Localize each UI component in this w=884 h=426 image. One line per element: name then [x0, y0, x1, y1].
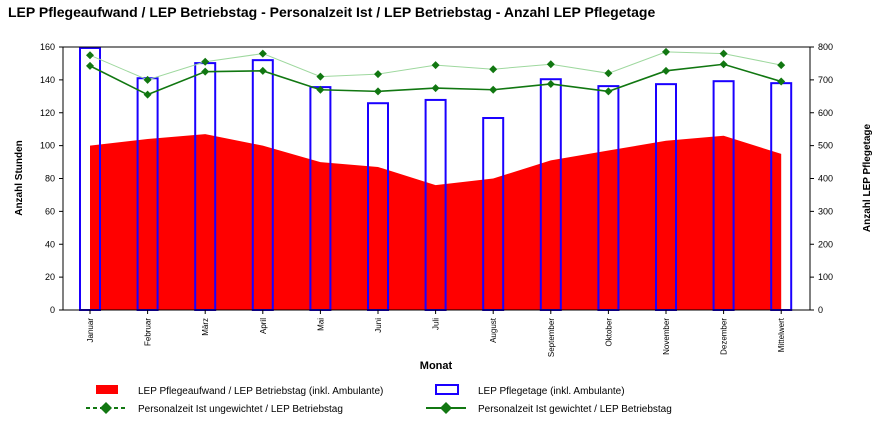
line-marker	[201, 67, 210, 76]
line-marker	[431, 61, 440, 70]
x-tick-label: Mittelwert	[777, 317, 786, 352]
line-marker	[431, 84, 440, 93]
line-marker	[662, 47, 670, 56]
area-series	[90, 134, 782, 310]
line-marker	[258, 49, 267, 58]
y2-tick-label: 300	[818, 206, 833, 216]
line-marker	[719, 49, 728, 58]
y-tick-label: 20	[45, 272, 55, 282]
line-marker	[777, 61, 786, 70]
y2-tick-label: 0	[818, 305, 823, 315]
y-tick-label: 80	[45, 174, 55, 184]
line-marker	[86, 51, 94, 60]
legend-label: Personalzeit Ist gewichtet / LEP Betrieb…	[478, 404, 672, 415]
y2-tick-label: 200	[818, 239, 833, 249]
line-marker	[777, 77, 786, 86]
y2-tick-label: 800	[818, 42, 833, 52]
y2-tick-label: 700	[818, 75, 833, 85]
x-tick-label: September	[547, 318, 556, 357]
line-marker	[662, 66, 670, 75]
legend-marker	[440, 402, 452, 414]
legend-swatch	[96, 385, 118, 394]
y2-tick-label: 600	[818, 108, 833, 118]
y-tick-label: 160	[40, 42, 55, 52]
y-tick-label: 120	[40, 108, 55, 118]
y2-tick-label: 500	[818, 141, 833, 151]
x-tick-label: Juli	[432, 318, 441, 330]
line-marker	[374, 70, 382, 79]
y-tick-label: 0	[50, 305, 55, 315]
line-marker	[86, 61, 94, 70]
line-marker	[143, 75, 152, 84]
x-tick-label: März	[201, 318, 210, 336]
line-marker	[316, 72, 325, 81]
line-marker	[489, 65, 498, 74]
legend-label: Personalzeit Ist ungewichtet / LEP Betri…	[138, 404, 343, 415]
x-tick-label: Oktober	[604, 318, 613, 347]
y-tick-label: 60	[45, 206, 55, 216]
line-marker	[316, 85, 325, 94]
x-tick-label: Dezember	[720, 318, 729, 355]
legend-label: LEP Pflegeaufwand / LEP Betriebstag (ink…	[138, 386, 383, 397]
line-marker	[143, 90, 152, 99]
x-tick-label: Januar	[86, 318, 95, 343]
y2-axis-label: Anzahl LEP Pflegetage	[862, 123, 873, 232]
y-tick-label: 40	[45, 239, 55, 249]
y-tick-label: 100	[40, 141, 55, 151]
x-tick-label: Mai	[316, 318, 325, 331]
line-marker	[546, 79, 555, 88]
line-marker	[604, 69, 613, 78]
chart-title: LEP Pflegeaufwand / LEP Betriebstag - Pe…	[8, 4, 656, 20]
line-marker	[489, 85, 498, 94]
x-tick-label: Juni	[374, 318, 383, 333]
x-tick-label: August	[489, 317, 498, 343]
y2-tick-label: 400	[818, 174, 833, 184]
line-marker	[258, 66, 267, 75]
x-tick-label: April	[259, 318, 268, 334]
legend-swatch	[435, 384, 459, 395]
line-marker	[546, 60, 555, 69]
line-marker	[604, 87, 613, 96]
x-tick-label: Februar	[144, 318, 153, 346]
y2-tick-label: 100	[818, 272, 833, 282]
legend-label: LEP Pflegetage (inkl. Ambulante)	[478, 386, 625, 397]
plot-frame	[62, 46, 811, 311]
line-marker	[201, 57, 210, 66]
y-axis-label: Anzahl Stunden	[14, 140, 25, 216]
x-tick-label: November	[662, 318, 671, 355]
x-axis-label: Monat	[420, 360, 453, 372]
line-marker	[719, 60, 728, 69]
legend-marker	[100, 402, 112, 414]
y-tick-label: 140	[40, 75, 55, 85]
line-marker	[374, 87, 382, 96]
